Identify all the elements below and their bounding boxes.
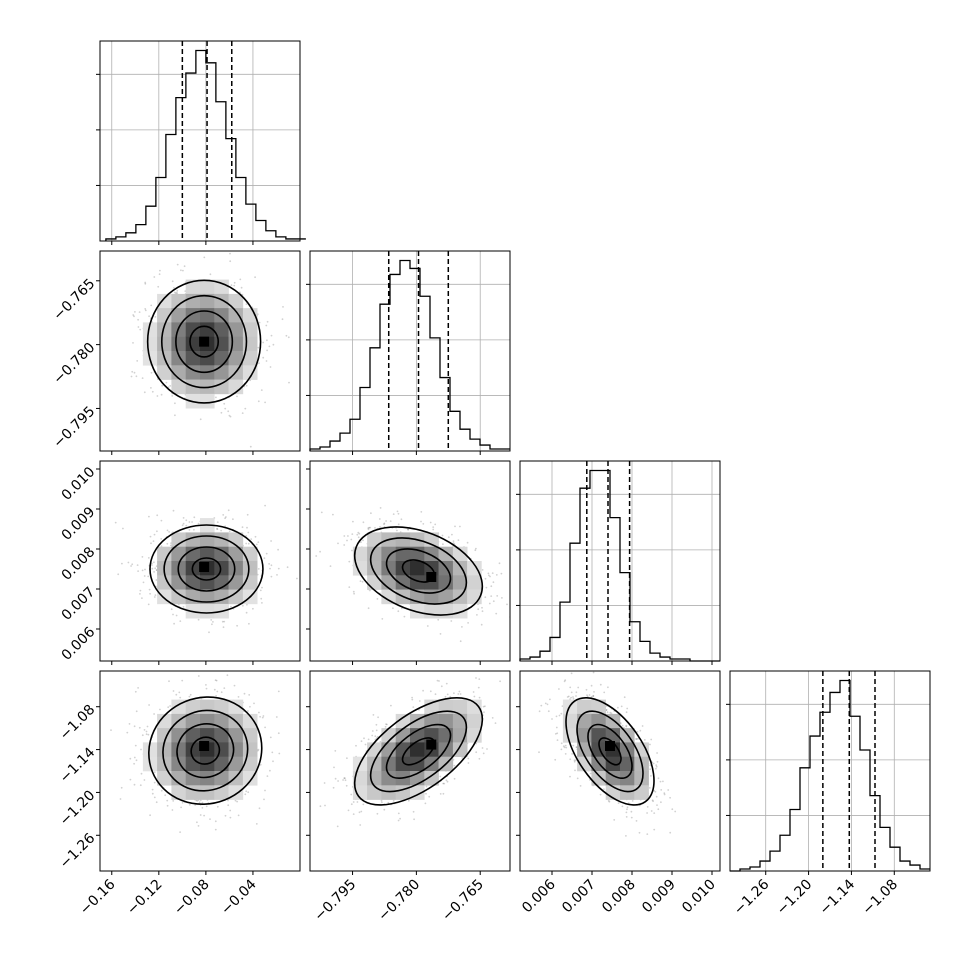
x-tick-label-3-2: −1.14 [817, 876, 859, 918]
density-panel-2-1 [309, 460, 511, 662]
hist-steps-1 [309, 259, 510, 451]
contour-2-0-2 [163, 535, 250, 603]
contour-2-1-2 [369, 537, 468, 605]
x-tick-label-1-2: −0.765 [439, 877, 487, 925]
x-tick-label-3-1: −1.20 [774, 877, 816, 919]
hist-steps-2 [519, 469, 720, 662]
x-tick-label-0-3: −0.04 [218, 876, 260, 918]
peak-marker-3-2 [605, 741, 615, 751]
density-content-1-0 [130, 252, 290, 448]
density-frame-3-0 [99, 670, 301, 872]
density-frame-2-1 [309, 460, 511, 662]
density-content-3-2 [538, 671, 677, 837]
contour-1-0-1 [175, 310, 234, 374]
peak-marker-2-0 [199, 562, 210, 572]
y-tick-label-3-2: −1.14 [57, 745, 99, 787]
hist-panel-2 [516, 460, 721, 662]
density-panel-3-0 [99, 670, 301, 872]
hist-frame-1 [309, 250, 511, 452]
density-frame-3-1 [309, 670, 511, 872]
y-tick-label-2-2: 0.008 [59, 544, 99, 584]
y-tick-label-3-1: −1.20 [57, 787, 99, 829]
contour-3-2-3 [565, 696, 655, 806]
hist-steps-3 [730, 679, 930, 872]
density-content-2-0 [114, 504, 298, 634]
hist-panel-3 [726, 670, 931, 872]
x-tick-label-2-1: 0.007 [559, 877, 599, 917]
contour-3-0-2 [162, 709, 249, 792]
contour-3-1-2 [369, 710, 468, 793]
y-tick-label-2-3: 0.009 [59, 504, 99, 544]
x-tick-label-2-4: 0.010 [679, 877, 719, 917]
density-frame-3-2 [519, 670, 721, 872]
contour-1-0-3 [146, 279, 262, 404]
y-tick-label-3-3: −1.08 [57, 702, 99, 744]
contour-3-1-1 [385, 723, 452, 779]
contour-2-0-0 [191, 557, 222, 581]
contour-3-0-0 [190, 736, 221, 765]
y-tick-label-1-0: −0.795 [50, 403, 98, 451]
contour-3-2-1 [587, 723, 633, 779]
peak-marker-3-1 [426, 739, 437, 750]
peak-marker-3-0 [199, 741, 210, 751]
hist-panel-0 [96, 40, 306, 242]
contour-3-1-3 [353, 696, 484, 806]
y-tick-label-1-1: −0.780 [50, 340, 98, 388]
x-tick-label-2-2: 0.008 [599, 877, 639, 917]
x-tick-label-2-3: 0.009 [639, 877, 679, 917]
y-tick-label-2-0: 0.006 [59, 624, 99, 664]
x-tick-label-3-3: −1.08 [859, 877, 901, 919]
density-content-3-0 [110, 674, 281, 833]
contour-2-0-1 [177, 546, 236, 592]
contour-3-2-2 [576, 710, 644, 793]
density-panel-1-0 [99, 250, 301, 452]
x-tick-label-3-0: −1.26 [731, 876, 773, 918]
hist-frame-0 [99, 40, 301, 242]
density-panel-3-2 [519, 670, 721, 872]
hist-frame-2 [519, 460, 721, 662]
y-tick-label-1-2: −0.765 [50, 276, 98, 324]
density-content-2-1 [315, 507, 510, 643]
hist-steps-0 [105, 49, 306, 241]
density-panel-3-1 [309, 670, 511, 872]
contour-1-0-0 [189, 325, 220, 358]
contour-3-0-3 [148, 696, 263, 806]
contour-3-0-1 [176, 723, 235, 779]
x-tick-label-0-2: −0.08 [171, 877, 213, 919]
peak-marker-2-1 [426, 572, 437, 582]
y-tick-label-3-0: −1.26 [57, 830, 99, 872]
contour-2-1-1 [385, 548, 452, 594]
x-tick-label-1-1: −0.780 [375, 877, 423, 925]
density-content-3-1 [319, 677, 501, 828]
density-frame-2-0 [99, 460, 301, 662]
y-tick-label-2-1: 0.007 [59, 584, 99, 624]
density-panel-2-0 [99, 460, 301, 662]
contour-2-0-3 [149, 524, 264, 614]
hist-panel-1 [306, 250, 511, 452]
contour-1-0-2 [160, 294, 248, 389]
peak-marker-1-0 [199, 336, 210, 347]
contour-3-2-0 [598, 737, 622, 766]
y-tick-label-2-4: 0.010 [59, 464, 99, 504]
x-tick-label-2-0: 0.006 [519, 876, 559, 916]
x-tick-label-0-0: −0.16 [77, 876, 119, 918]
x-tick-label-0-1: −0.12 [124, 877, 166, 919]
hist-frame-3 [729, 670, 931, 872]
contour-2-1-3 [353, 526, 484, 616]
density-frame-1-0 [99, 250, 301, 452]
x-tick-label-1-0: −0.795 [311, 877, 359, 925]
